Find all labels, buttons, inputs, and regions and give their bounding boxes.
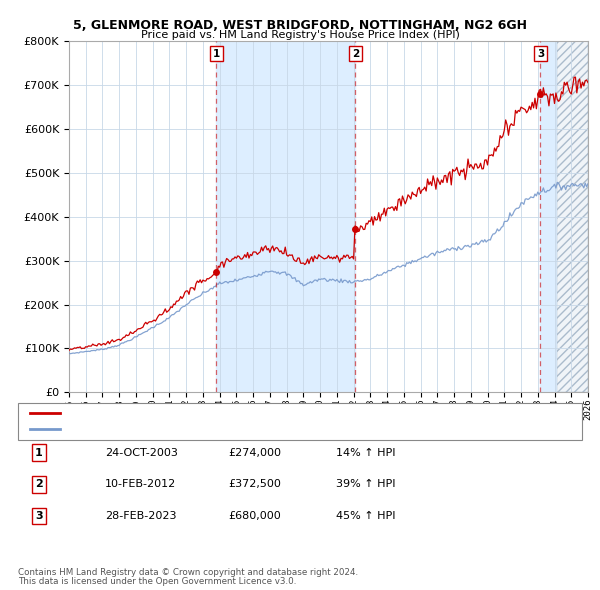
Text: 10-FEB-2012: 10-FEB-2012 (105, 480, 176, 489)
Bar (541, 41, 557, 392)
Text: 5, GLENMORE ROAD, WEST BRIDGFORD, NOTTINGHAM, NG2 6GH (detached house): 5, GLENMORE ROAD, WEST BRIDGFORD, NOTTIN… (66, 408, 476, 418)
Text: 3: 3 (537, 48, 544, 58)
Text: 24-OCT-2003: 24-OCT-2003 (105, 448, 178, 457)
Text: 2: 2 (35, 480, 43, 489)
Text: 3: 3 (35, 512, 43, 521)
Text: Contains HM Land Registry data © Crown copyright and database right 2024.: Contains HM Land Registry data © Crown c… (18, 568, 358, 577)
Text: HPI: Average price, detached house, Rushcliffe: HPI: Average price, detached house, Rush… (66, 424, 295, 434)
Text: £680,000: £680,000 (228, 512, 281, 521)
Text: 14% ↑ HPI: 14% ↑ HPI (336, 448, 395, 457)
Text: 28-FEB-2023: 28-FEB-2023 (105, 512, 176, 521)
Bar (557, 41, 588, 392)
Text: 45% ↑ HPI: 45% ↑ HPI (336, 512, 395, 521)
Text: 1: 1 (213, 48, 220, 58)
Bar (217, 41, 355, 392)
Text: 5, GLENMORE ROAD, WEST BRIDGFORD, NOTTINGHAM, NG2 6GH: 5, GLENMORE ROAD, WEST BRIDGFORD, NOTTIN… (73, 19, 527, 32)
Text: £372,500: £372,500 (228, 480, 281, 489)
Text: £274,000: £274,000 (228, 448, 281, 457)
Text: 2: 2 (352, 48, 359, 58)
Text: 1: 1 (35, 448, 43, 457)
Text: This data is licensed under the Open Government Licence v3.0.: This data is licensed under the Open Gov… (18, 577, 296, 586)
Text: 39% ↑ HPI: 39% ↑ HPI (336, 480, 395, 489)
Text: Price paid vs. HM Land Registry's House Price Index (HPI): Price paid vs. HM Land Registry's House … (140, 30, 460, 40)
